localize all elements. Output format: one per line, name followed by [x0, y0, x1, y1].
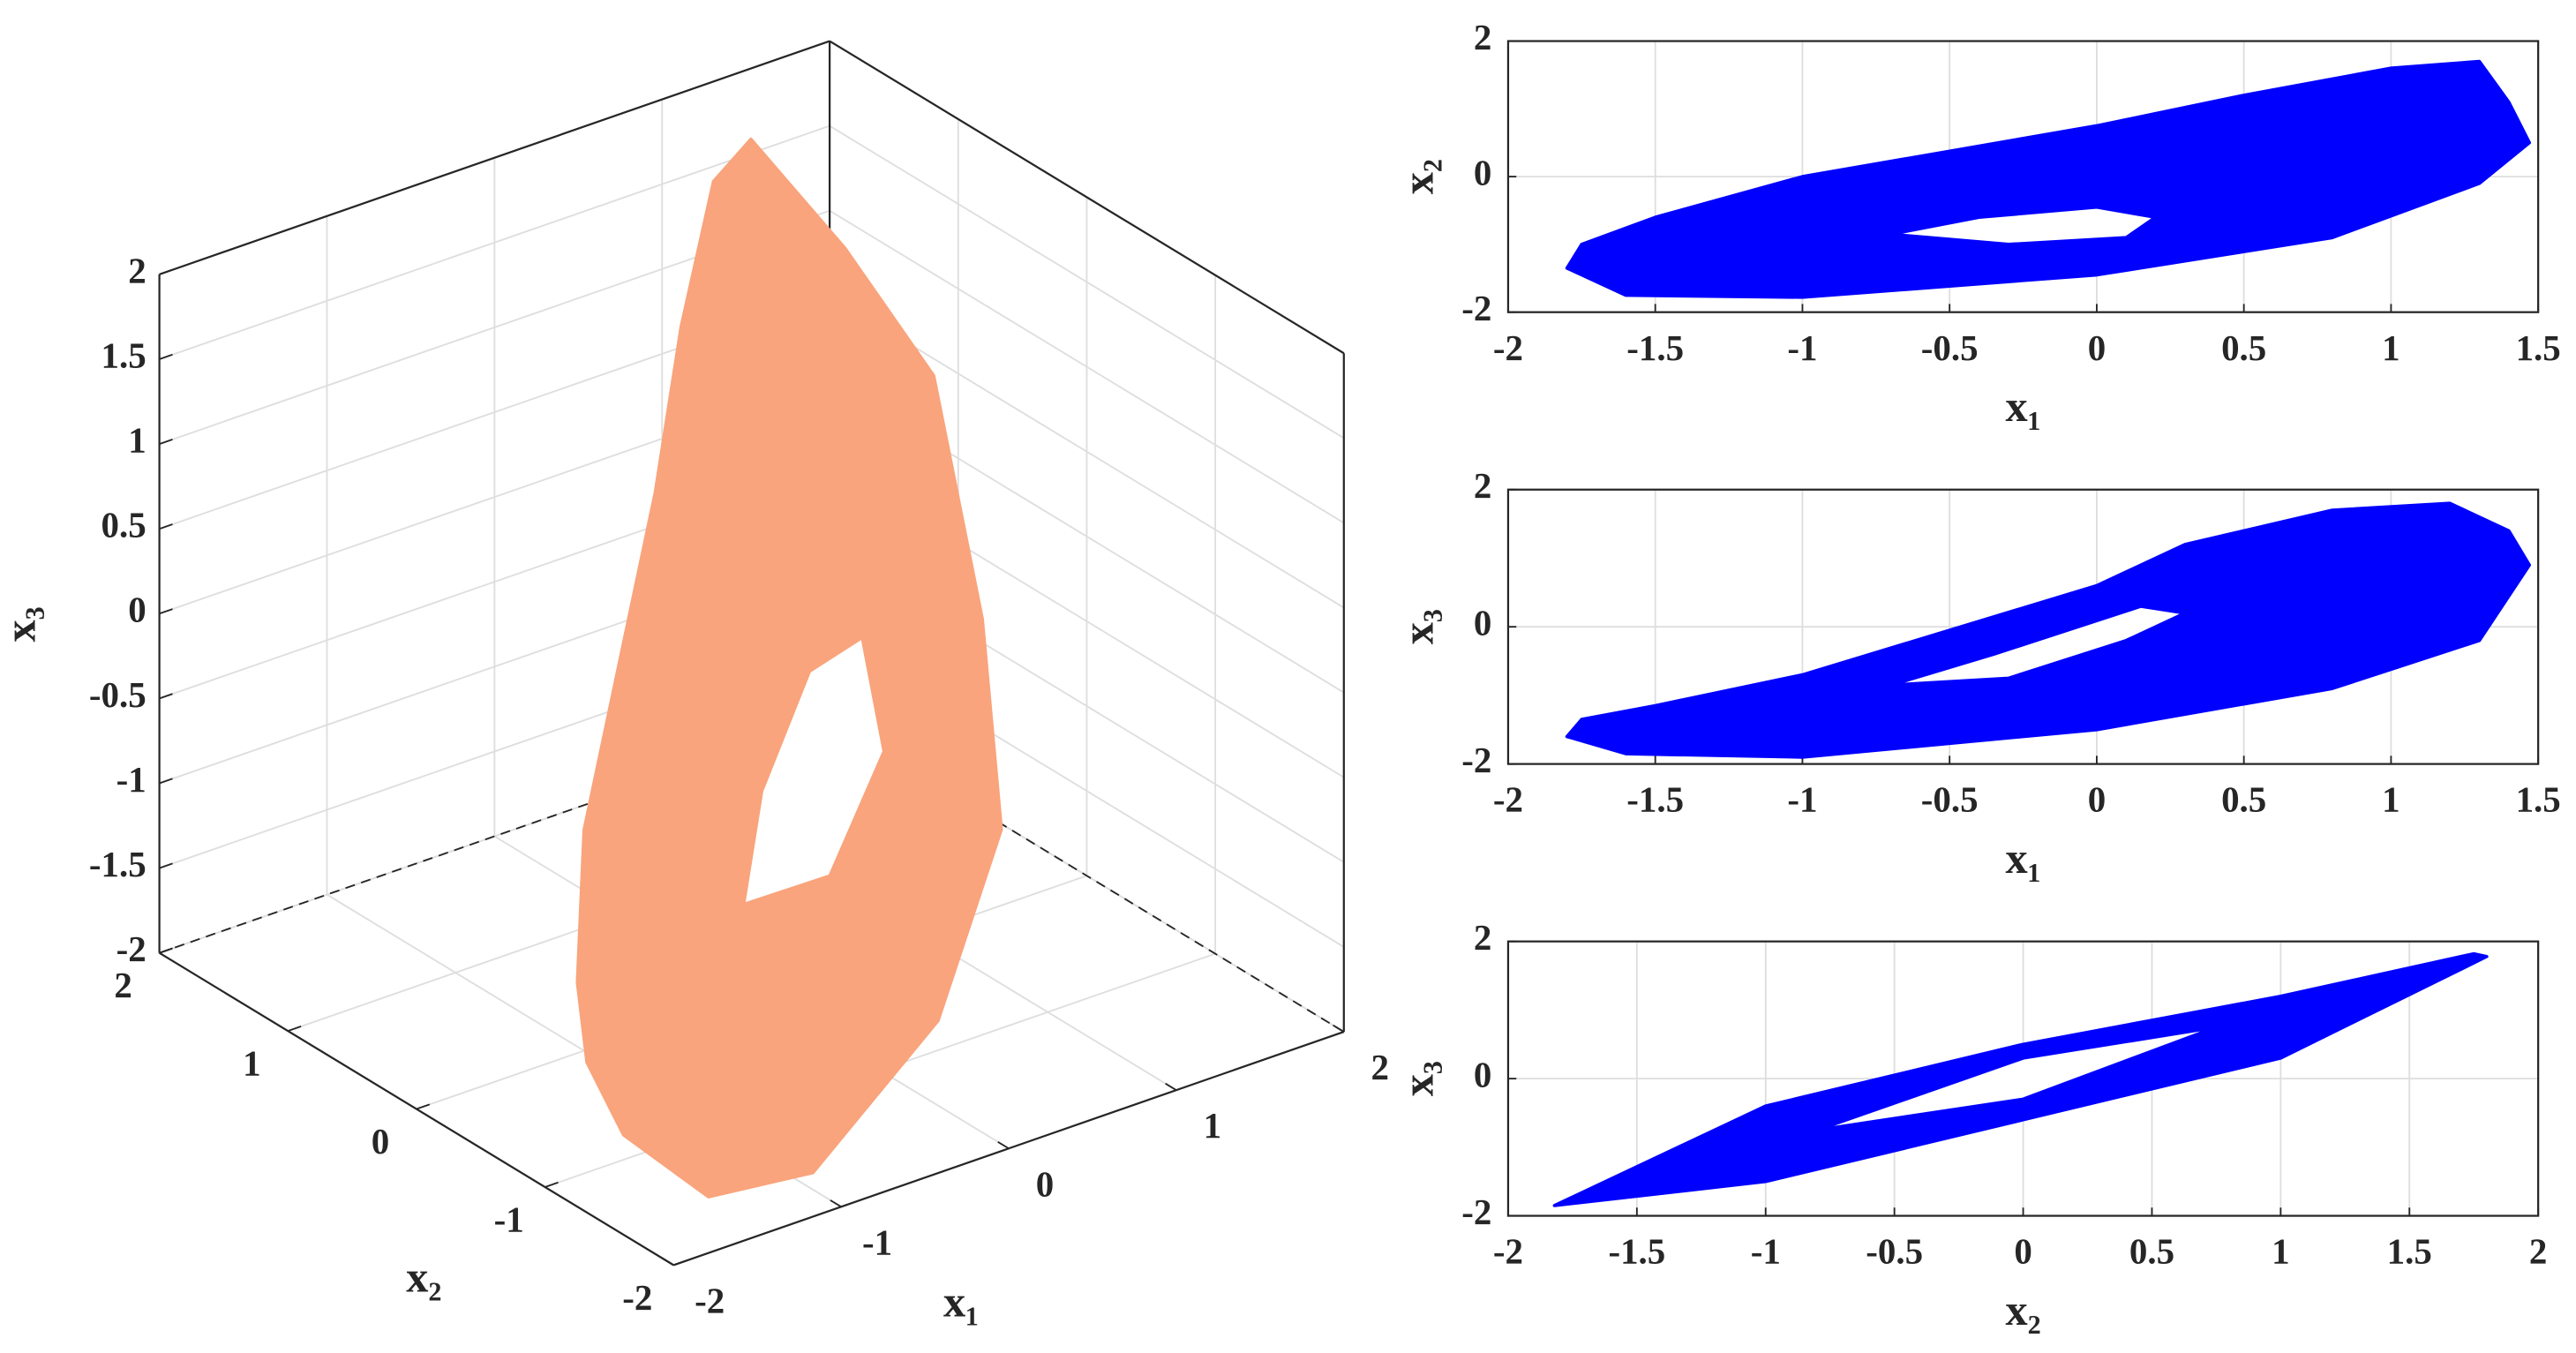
x-tick-label: 1.5 [2516, 780, 2561, 820]
trajectory [741, 635, 886, 906]
z-axis-label: x₃ [0, 606, 44, 642]
trajectory [1815, 1025, 2219, 1132]
tick-mark [159, 778, 173, 785]
y-tick-label: 2 [1474, 18, 1491, 57]
x-tick-label: -1 [1751, 1232, 1781, 1272]
y-axis-label: x₃ [1393, 609, 1443, 644]
z-tick-label: -1 [116, 760, 146, 800]
x-tick-label: -1 [1787, 780, 1817, 820]
y-tick-label: -1 [494, 1199, 524, 1239]
x-tick-label: 1.5 [2387, 1232, 2432, 1272]
trajectory [1565, 501, 2532, 759]
y-tick-label: -2 [1461, 740, 1491, 780]
axes-2d: -2 -1.5 -1 -0.5 0 0.5 1 1.5 -2 0 2 x₁ x₃ [1393, 466, 2561, 883]
z-tick-label: 2 [128, 251, 146, 290]
tick-mark [159, 268, 173, 275]
trajectory [575, 137, 1003, 1199]
plot-frame [1506, 488, 2540, 765]
x-tick-label: 0 [2014, 1232, 2032, 1272]
y-tick-label: 0 [1474, 1056, 1491, 1095]
tick-mark [662, 1258, 674, 1267]
tick-mark [416, 1103, 431, 1110]
tick-mark [159, 523, 173, 530]
x-tick-label: 0.5 [2129, 1232, 2174, 1272]
plot-frame [1506, 940, 2540, 1217]
x-tick-label: 1 [2272, 1232, 2289, 1272]
z-tick-label: 0 [128, 590, 146, 630]
x-axis-label: x₁ [943, 1276, 979, 1326]
x-tick-label: -0.5 [1866, 1232, 1923, 1272]
trajectory [1889, 205, 2158, 246]
axes-2d: -2 -1.5 -1 -0.5 0 0.5 1 1.5 -2 0 2 x₁ x₂ [1393, 18, 2561, 431]
y-axis-label: x₂ [406, 1252, 441, 1302]
z-tick-label: -0.5 [89, 675, 146, 715]
tick-mark [159, 438, 173, 445]
y-tick-label: -2 [622, 1278, 652, 1318]
x-tick-label: 0 [1036, 1164, 1054, 1204]
plot-frame [1506, 40, 2540, 313]
box-edge [159, 40, 830, 275]
x-tick-label: 0.5 [2221, 780, 2266, 820]
trajectory [1565, 59, 2532, 299]
axes-3d: -2-1.5-1-0.500.511.52-2-1012-2-1012x₁x₂x… [0, 40, 1389, 1326]
tick-mark [1333, 1024, 1345, 1033]
x-tick-label: 1.5 [2516, 328, 2561, 368]
x-tick-label: -1.5 [1626, 328, 1684, 368]
tick-mark [1165, 1082, 1177, 1091]
x-axis-label: x₂ [2005, 1285, 2040, 1334]
y-tick-label: 2 [1474, 918, 1491, 958]
y-tick-label: 0 [372, 1122, 389, 1161]
y-tick-label: 0 [1474, 154, 1491, 193]
tick-mark [159, 693, 173, 700]
tick-mark [287, 1026, 302, 1033]
box-edge [159, 951, 674, 1267]
y-tick-label: 1 [243, 1043, 260, 1083]
tick-mark [159, 608, 173, 615]
x-tick-label: -2 [1493, 328, 1523, 368]
tick-mark [159, 947, 173, 954]
x-tick-label: -2 [695, 1281, 725, 1320]
x-tick-label: 2 [1371, 1048, 1389, 1087]
x-tick-label: -1 [862, 1222, 892, 1262]
y-tick-label: -2 [1461, 289, 1491, 328]
y-axis-label: x₂ [1393, 159, 1443, 194]
x-axis-label: x₁ [2005, 833, 2040, 883]
z-tick-label: -1.5 [89, 845, 146, 884]
x-tick-label: 0.5 [2221, 328, 2266, 368]
z-tick-label: 1.5 [101, 335, 146, 375]
y-axis-label: x₃ [1393, 1061, 1443, 1096]
z-tick-label: -2 [116, 929, 146, 969]
x-tick-label: 2 [2529, 1232, 2547, 1272]
tick-mark [672, 1259, 687, 1267]
x-tick-label: 1 [2382, 328, 2400, 368]
y-tick-label: -2 [1461, 1192, 1491, 1232]
x-tick-label: -1 [1787, 328, 1817, 368]
tick-mark [830, 1199, 842, 1208]
x-tick-label: -1.5 [1626, 780, 1684, 820]
tick-mark [159, 862, 173, 869]
y-tick-label: 0 [1474, 604, 1491, 643]
z-tick-label: 1 [128, 420, 146, 460]
axes-2d: -2 -1.5 -1 -0.5 0 0.5 1 1.5 2 -2 0 2 x₂ x₃ [1393, 918, 2548, 1334]
x-tick-label: -1.5 [1608, 1232, 1665, 1272]
x-tick-label: 0 [2088, 328, 2106, 368]
y-tick-label: 2 [114, 966, 131, 1005]
x-tick-label: -0.5 [1921, 780, 1979, 820]
y-tick-label: 2 [1474, 466, 1491, 506]
tick-mark [159, 353, 173, 360]
tick-mark [997, 1140, 1010, 1150]
x-tick-label: 1 [2382, 780, 2400, 820]
tick-mark [544, 1181, 559, 1188]
x-tick-label: 0 [2088, 780, 2106, 820]
x-axis-label: x₁ [2005, 381, 2040, 431]
z-tick-label: 0.5 [101, 506, 146, 545]
x-tick-label: -2 [1493, 1232, 1523, 1272]
x-tick-label: -2 [1493, 780, 1523, 820]
box-edge [829, 40, 1345, 355]
x-tick-label: 1 [1204, 1106, 1221, 1146]
trajectory [1889, 605, 2187, 688]
x-tick-label: -0.5 [1921, 328, 1979, 368]
